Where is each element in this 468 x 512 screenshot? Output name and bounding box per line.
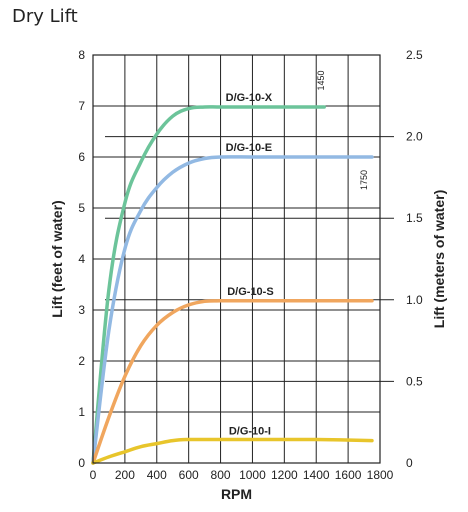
series-label: D/G-10-I: [229, 426, 271, 438]
annotations: 1450 1750: [316, 70, 369, 189]
y-tick-label-left: 3: [78, 303, 85, 317]
series-label: D/G-10-S: [227, 286, 273, 298]
y-tick-label-left: 2: [78, 354, 85, 368]
x-tick-label: 1400: [303, 468, 330, 482]
y-axis-label-right: Lift (meters of water): [431, 190, 447, 328]
x-tick-label: 0: [90, 468, 97, 482]
y-tick-label-right: 0.5: [406, 374, 423, 388]
x-tick-label: 1200: [271, 468, 298, 482]
x-tick-label: 200: [115, 468, 135, 482]
y-tick-label-right: 1.5: [406, 211, 423, 225]
series-line-d-g-10-s: [91, 299, 374, 465]
annotation-label: 1450: [316, 70, 326, 90]
x-tick-label: 1000: [239, 468, 266, 482]
x-tick-label: 600: [179, 468, 199, 482]
y-tick-label-right: 2.0: [406, 130, 423, 144]
plot-frame: [92, 54, 381, 464]
series-line-d-g-10-i: [91, 437, 374, 465]
y-tick-label-right: 0: [406, 456, 413, 470]
y-tick-label-right: 1.0: [406, 293, 423, 307]
x-tick-label: 400: [147, 468, 167, 482]
series-label: D/G-10-E: [226, 142, 272, 154]
tick-labels: 0 200 400 600 800 1000 1200 1400 1600 1800 0 1 2 3 4 5 6…: [78, 48, 423, 482]
annotation-label: 1750: [359, 170, 369, 190]
x-tick-label: 1600: [335, 468, 362, 482]
series-lines: [91, 105, 374, 465]
page-title: Dry Lift: [12, 6, 78, 27]
x-axis-label: RPM: [221, 486, 252, 502]
series-label: D/G-10-X: [226, 92, 273, 104]
y-tick-label-left: 5: [78, 201, 85, 215]
y-tick-label-left: 1: [78, 405, 85, 419]
series-line-d-g-10-e: [91, 155, 374, 465]
y-tick-label-left: 0: [78, 456, 85, 470]
grid: [93, 55, 380, 463]
series-line-d-g-10-x: [91, 105, 326, 465]
x-tick-label: 800: [211, 468, 231, 482]
series-labels: D/G-10-X D/G-10-E D/G-10-S D/G-10-I: [226, 92, 274, 438]
x-tick-label: 1800: [367, 468, 394, 482]
y-tick-label-left: 7: [78, 99, 85, 113]
y-tick-label-left: 8: [78, 48, 85, 62]
y-tick-label-left: 6: [78, 150, 85, 164]
y-axis-label-left: Lift (feet of water): [49, 200, 65, 317]
y-tick-label-right: 2.5: [406, 48, 423, 62]
y-tick-label-left: 4: [78, 252, 85, 266]
